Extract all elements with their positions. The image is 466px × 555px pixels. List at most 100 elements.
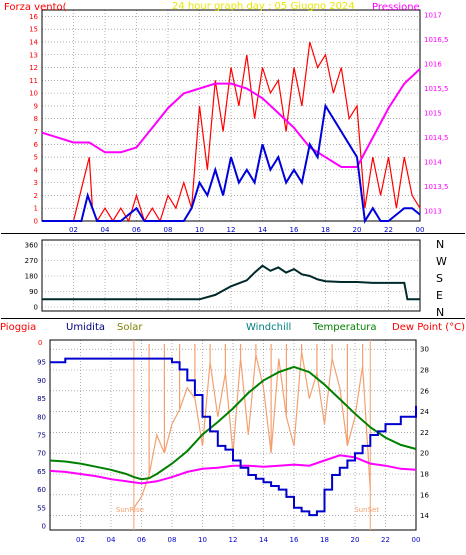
sunset-label: SunSet: [354, 506, 379, 514]
panel3-series: [49, 340, 417, 530]
humidity-tick-label: 95: [37, 359, 46, 367]
pressure-tick-label: 1015,5: [424, 85, 449, 93]
legend-item: Umidita: [66, 322, 105, 333]
wind-tick-label: 12: [29, 64, 38, 72]
pressure-line: [41, 68, 421, 168]
legend-item: Pioggia: [0, 322, 36, 333]
temperature-tick-label: 28: [420, 367, 429, 375]
temperature-tick-label: 22: [420, 429, 429, 437]
temperature-tick-label: 16: [420, 491, 429, 499]
panel3-legend: Pioggia Umidita Solar Windchill Temperatura D…: [0, 322, 465, 333]
humidity-tick-label: 70: [37, 450, 46, 458]
wind-tick-label: 6: [34, 141, 39, 149]
compass-label: E: [436, 289, 443, 302]
x-tick-label: 00: [416, 226, 425, 234]
x-tick-label: 04: [101, 226, 110, 234]
humidity-tick-label: 85: [37, 395, 46, 403]
panel1-bg: [0, 0, 466, 233]
temperature-line: [49, 365, 417, 481]
humidity-line: [50, 357, 417, 517]
wind-axis-label: Forza vento(: [4, 2, 67, 13]
direction-tick-label: 270: [25, 257, 38, 265]
wind-tick-label: 13: [29, 51, 38, 59]
wind-tick-label: 2: [34, 192, 38, 200]
pressure-axis-label: Pressione: [372, 2, 420, 13]
x-tick-label: 08: [168, 536, 177, 544]
wind-tick-label: 16: [29, 13, 38, 21]
wind-tick-label: 7: [34, 128, 38, 136]
direction-tick-label: 360: [25, 242, 38, 250]
legend-item: Dew Point (°C): [392, 322, 465, 333]
wind-tick-label: 10: [29, 90, 38, 98]
wind-direction-line: [42, 264, 420, 301]
panel3-y-right-ticks: 14 16 18 20 22 24 26 28 30: [420, 346, 429, 520]
pressure-tick-label: 1017: [424, 11, 442, 19]
x-tick-label: 04: [107, 536, 116, 544]
wind-tick-label: 8: [34, 115, 38, 123]
compass-label: W: [436, 255, 447, 268]
humidity-tick-label: 80: [37, 413, 46, 421]
wind-tick-label: 5: [34, 154, 38, 162]
panel3-separator: [1, 318, 465, 319]
compass-label: S: [436, 272, 443, 285]
x-tick-label: 20: [351, 536, 360, 544]
x-tick-label: 02: [76, 536, 85, 544]
temperature-tick-label: 24: [420, 408, 429, 416]
temperature-tick-label: 18: [420, 471, 429, 479]
wind-tick-label: 9: [34, 102, 38, 110]
x-tick-label: 10: [195, 226, 204, 234]
x-tick-label: 02: [69, 226, 78, 234]
panel3-y-left-ticks: 0 55 60 65 70 75 80 85 90 95 0: [37, 339, 46, 531]
x-tick-label: 22: [384, 226, 393, 234]
humidity-tick-label: 90: [37, 377, 46, 385]
direction-tick-label: 0: [34, 304, 38, 312]
x-tick-label: 16: [290, 536, 299, 544]
humidity-tick-label: 60: [37, 486, 46, 494]
temperature-tick-label: 14: [420, 512, 429, 520]
legend-item: Solar: [117, 322, 143, 333]
x-tick-label: 06: [137, 536, 146, 544]
panel3-x-ticks: 02 04 06 08 10 12 14 16 18 20 22 00: [76, 536, 420, 544]
rain-tick-label: 0: [38, 339, 42, 347]
legend-item: Temperatura: [312, 322, 377, 333]
pressure-tick-label: 1015: [424, 110, 442, 118]
wind-tick-label: 11: [29, 77, 38, 85]
compass-label: N: [436, 238, 444, 251]
solar-line: [133, 344, 371, 509]
x-tick-label: 18: [321, 226, 330, 234]
wind-gust-line: [42, 41, 421, 223]
legend-item: Windchill: [246, 322, 291, 333]
panel2-frame: [41, 239, 421, 312]
compass-label: N: [436, 306, 444, 319]
x-tick-label: 08: [164, 226, 173, 234]
wind-average-line: [42, 103, 421, 224]
humidity-tick-label: 75: [37, 432, 46, 440]
panel1-frame: [41, 9, 421, 222]
x-tick-label: 16: [290, 226, 299, 234]
panel1-series: [41, 41, 421, 224]
x-tick-label: 06: [132, 226, 141, 234]
wind-tick-label: 4: [34, 166, 39, 174]
x-tick-label: 14: [259, 536, 268, 544]
temperature-tick-label: 20: [420, 450, 429, 458]
panel1-y-right-ticks: 1013 1013,5 1014 1014,5 1015 1015,5 1016 1016,5…: [424, 11, 449, 215]
wind-tick-label: 3: [34, 179, 38, 187]
panel2-series: [42, 264, 420, 301]
x-tick-label: 00: [412, 536, 421, 544]
humidity-tick-label: 65: [37, 468, 46, 476]
x-tick-label: 18: [320, 536, 329, 544]
x-tick-label: 22: [381, 536, 390, 544]
temperature-tick-label: 26: [420, 387, 429, 395]
humidity-tick-label: 55: [37, 504, 46, 512]
pressure-tick-label: 1014,5: [424, 134, 449, 142]
pressure-tick-label: 1016,5: [424, 36, 449, 44]
wind-tick-label: 15: [29, 26, 38, 34]
x-tick-label: 12: [229, 536, 238, 544]
panel1-title: 24 hour graph day : 05 Giugno 2024: [172, 1, 355, 12]
wind-tick-label: 1: [34, 205, 38, 213]
panel1-x-ticks: 02 04 06 08 10 12 14 16 18 20 22 00: [69, 226, 424, 234]
sunrise-label: SunRise: [116, 506, 144, 514]
wind-tick-label: 0: [34, 218, 38, 226]
